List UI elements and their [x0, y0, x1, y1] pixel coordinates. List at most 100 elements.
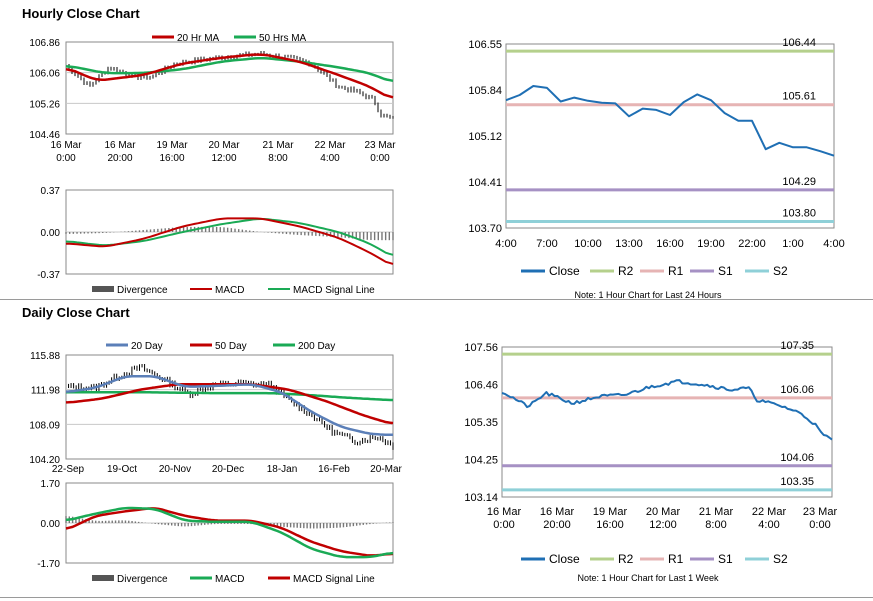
daily-legend-divergence-label: Divergence	[117, 574, 168, 585]
daily-price-y-tick: 111.98	[31, 386, 61, 397]
bottom-divider	[0, 597, 873, 598]
hourly-pivot-legend-s2-label: S2	[773, 264, 788, 278]
hourly-pivot-legend-r2-label: R2	[618, 264, 634, 278]
daily-pivot-x-tick-time: 8:00	[705, 519, 726, 531]
hourly-price-x-tick-time: 8:00	[268, 153, 288, 164]
hourly-pivot-y-tick: 105.84	[468, 85, 502, 97]
hourly-price-x-tick-date: 22 Mar	[314, 140, 346, 151]
hourly-legend-divergence-swatch	[92, 286, 114, 292]
daily-legend-macd-label: MACD	[215, 574, 244, 585]
daily-pivot-x-tick-date: 23 Mar	[803, 506, 838, 518]
hourly-price-y-tick: 106.06	[29, 69, 60, 80]
hourly-pivot-y-tick: 105.12	[468, 131, 502, 143]
daily-pivot-y-tick: 104.25	[464, 455, 498, 467]
daily-pivot-x-tick-time: 16:00	[596, 519, 624, 531]
hourly-price-x-tick-time: 20:00	[107, 153, 132, 164]
daily-pivot-level-r2-label: 107.35	[780, 340, 814, 352]
daily-pivot-x-tick-date: 16 Mar	[540, 506, 575, 518]
hourly-price-x-tick-date: 16 Mar	[50, 140, 82, 151]
hourly-price-x-tick-date: 21 Mar	[262, 140, 294, 151]
daily-price-x-tick: 20-Nov	[159, 464, 191, 475]
daily-price-x-tick: 18-Jan	[267, 464, 298, 475]
hourly-macd-y-tick: 0.00	[41, 228, 61, 239]
daily-pivot-y-tick: 105.35	[464, 417, 498, 429]
daily-pivot-legend-close-label: Close	[549, 552, 580, 566]
daily-signal-line	[65, 507, 394, 557]
daily-pivot-legend-r1-label: R1	[668, 552, 684, 566]
daily-pivot-frame	[501, 346, 833, 498]
daily-price-y-tick: 108.09	[29, 420, 60, 431]
daily-price-x-tick: 22-Sep	[52, 464, 85, 475]
daily-pivot-legend-s2-label: S2	[773, 552, 788, 566]
hourly-pivot-x-tick: 4:00	[823, 238, 844, 250]
daily-price-x-tick: 20-Mar	[370, 464, 402, 475]
hourly-pivot-y-tick: 106.55	[468, 39, 502, 51]
hourly-pivot-level-r2-label: 106.44	[782, 37, 816, 49]
hourly-ma20-line	[65, 53, 394, 99]
hourly-pivot-x-tick: 19:00	[697, 238, 725, 250]
hourly-pivot-x-tick: 16:00	[656, 238, 684, 250]
hourly-pivot-close-line	[505, 85, 835, 157]
hourly-pivot-x-tick: 13:00	[615, 238, 643, 250]
daily-pivot-x-tick-time: 12:00	[649, 519, 677, 531]
daily-pivot-x-tick-date: 21 Mar	[699, 506, 734, 518]
hourly-legend-ma20-label: 20 Hr MA	[177, 33, 220, 44]
daily-pivot-close-line	[501, 379, 833, 441]
hourly-pivot-level-s2-label: 103.80	[782, 208, 816, 220]
hourly-pivot-note: Note: 1 Hour Chart for Last 24 Hours	[574, 290, 722, 300]
hourly-price-y-tick: 105.26	[29, 99, 60, 110]
daily-legend-ma20-label: 20 Day	[131, 341, 163, 352]
daily-pivot-legend-s1-label: S1	[718, 552, 733, 566]
hourly-pivot-y-tick: 104.41	[468, 177, 502, 189]
daily-macd-line	[65, 506, 394, 559]
hourly-pivot-frame	[505, 43, 835, 229]
hourly-price-y-tick: 104.46	[29, 130, 60, 141]
hourly-macd-line	[65, 217, 394, 265]
hourly-pivot-legend-s1-label: S1	[718, 264, 733, 278]
hourly-price-x-tick-time: 12:00	[211, 153, 236, 164]
hourly-legend-macd-label: MACD	[215, 285, 244, 296]
hourly-pivot-y-tick: 103.70	[468, 223, 502, 235]
daily-pivot-x-tick-date: 19 Mar	[593, 506, 628, 518]
hourly-price-x-tick-date: 19 Mar	[156, 140, 188, 151]
daily-pivot-y-tick: 103.14	[464, 492, 498, 504]
daily-price-frame	[65, 354, 394, 460]
daily-ma200-line	[66, 390, 393, 402]
hourly-macd-y-tick: 0.37	[41, 186, 61, 197]
hourly-legend-divergence-label: Divergence	[117, 285, 168, 296]
daily-legend-ma50-label: 50 Day	[215, 341, 247, 352]
hourly-macd-y-tick: -0.37	[37, 270, 60, 281]
hourly-divergence-bars	[65, 226, 394, 241]
daily-price-y-tick: 115.88	[30, 351, 60, 362]
hourly-pivot-x-tick: 7:00	[536, 238, 557, 250]
daily-pivot-x-tick-time: 0:00	[493, 519, 514, 531]
daily-pivot-x-tick-time: 4:00	[758, 519, 779, 531]
hourly-price-x-tick-time: 0:00	[370, 153, 390, 164]
hourly-legend-ma50-label: 50 Hrs MA	[259, 33, 307, 44]
daily-pivot-x-tick-date: 20 Mar	[646, 506, 681, 518]
hourly-price-x-tick-time: 4:00	[320, 153, 340, 164]
daily-pivot-note: Note: 1 Hour Chart for Last 1 Week	[578, 573, 719, 583]
daily-legend-signal-label: MACD Signal Line	[293, 574, 375, 585]
hourly-pivot-level-s1-label: 104.29	[782, 176, 816, 188]
hourly-pivot-x-tick: 10:00	[574, 238, 602, 250]
daily-pivot-level-s2-label: 103.35	[780, 476, 814, 488]
hourly-legend-signal-label: MACD Signal Line	[293, 285, 375, 296]
hourly-signal-line	[65, 218, 394, 256]
section-divider	[0, 299, 873, 300]
daily-ma20-line	[65, 374, 393, 437]
hourly-price-frame	[65, 41, 394, 135]
daily-price-x-tick: 16-Feb	[318, 464, 350, 475]
daily-pivot-y-tick: 107.56	[464, 342, 498, 354]
daily-pivot-x-tick-time: 0:00	[809, 519, 830, 531]
hourly-section-title: Hourly Close Chart	[22, 6, 140, 21]
hourly-pivot-legend-r1-label: R1	[668, 264, 684, 278]
hourly-pivot-level-r1-label: 105.61	[782, 91, 816, 103]
hourly-pivot-x-tick: 4:00	[495, 238, 516, 250]
daily-pivot-y-tick: 106.46	[464, 380, 498, 392]
daily-legend-divergence-swatch	[92, 575, 114, 581]
hourly-price-x-tick-time: 0:00	[56, 153, 76, 164]
daily-price-y-tick: 104.20	[29, 455, 60, 466]
daily-legend-ma200-label: 200 Day	[298, 341, 335, 352]
